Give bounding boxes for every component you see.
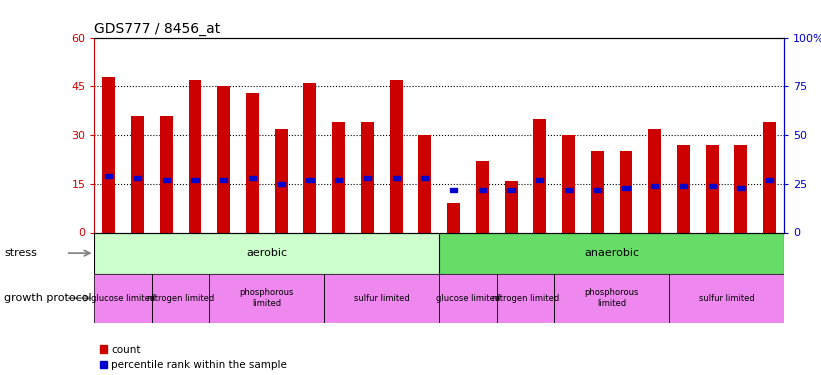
Bar <box>669 274 784 322</box>
Bar <box>160 116 172 232</box>
Bar <box>497 274 554 322</box>
Bar <box>649 129 661 232</box>
Text: aerobic: aerobic <box>246 248 287 258</box>
Bar <box>554 274 669 322</box>
Bar <box>651 184 658 188</box>
Text: stress: stress <box>4 248 37 258</box>
Text: nitrogen limited: nitrogen limited <box>147 294 214 303</box>
Bar <box>620 151 632 232</box>
Bar <box>249 176 256 180</box>
Text: growth protocol: growth protocol <box>4 293 92 303</box>
Bar <box>439 274 497 322</box>
Bar <box>565 188 572 192</box>
Text: phosphorous
limited: phosphorous limited <box>240 288 294 308</box>
Bar <box>361 122 374 232</box>
Bar <box>764 122 776 232</box>
Bar <box>209 274 324 322</box>
Bar <box>439 274 497 322</box>
Bar <box>534 119 546 232</box>
Text: anaerobic: anaerobic <box>584 248 640 258</box>
Bar <box>209 274 324 322</box>
Bar <box>275 129 287 232</box>
Bar <box>669 274 784 322</box>
Bar <box>594 188 601 192</box>
Bar <box>536 178 544 182</box>
Text: phosphorous
limited: phosphorous limited <box>585 288 639 308</box>
Text: glucose limited: glucose limited <box>91 294 155 303</box>
Bar <box>709 184 716 188</box>
Bar <box>737 186 745 190</box>
Bar <box>152 274 209 322</box>
Bar <box>152 274 209 322</box>
Bar <box>220 178 227 182</box>
Bar <box>335 178 342 182</box>
Bar <box>94 274 152 322</box>
Bar <box>476 161 488 232</box>
Bar <box>94 232 439 274</box>
Text: GDS777 / 8456_at: GDS777 / 8456_at <box>94 22 221 36</box>
Bar <box>419 135 431 232</box>
Bar <box>421 176 429 180</box>
Legend: count, percentile rank within the sample: count, percentile rank within the sample <box>99 345 287 370</box>
Bar <box>189 80 201 232</box>
Bar <box>447 203 460 232</box>
Bar <box>94 274 152 322</box>
Text: nitrogen limited: nitrogen limited <box>492 294 559 303</box>
Bar <box>479 188 486 192</box>
Bar <box>505 180 517 232</box>
Bar <box>103 76 115 232</box>
Bar <box>390 80 402 232</box>
Bar <box>333 122 345 232</box>
Bar <box>324 274 439 322</box>
Bar <box>218 86 230 232</box>
Text: glucose limited: glucose limited <box>436 294 500 303</box>
Bar <box>735 145 747 232</box>
Bar <box>680 184 687 188</box>
Bar <box>134 176 141 180</box>
Bar <box>392 176 400 180</box>
Bar <box>246 93 259 232</box>
Bar <box>562 135 575 232</box>
Text: sulfur limited: sulfur limited <box>699 294 754 303</box>
Bar <box>507 188 515 192</box>
Bar <box>497 274 554 322</box>
Bar <box>324 274 439 322</box>
Bar <box>450 188 457 192</box>
Bar <box>706 145 718 232</box>
Bar <box>191 178 199 182</box>
Bar <box>306 178 314 182</box>
Bar <box>304 83 316 232</box>
Bar <box>163 178 170 182</box>
Bar <box>277 182 285 186</box>
Bar <box>554 274 669 322</box>
Bar <box>622 186 630 190</box>
Bar <box>364 176 371 180</box>
Bar <box>105 174 112 178</box>
Bar <box>439 232 784 274</box>
Bar <box>766 178 773 182</box>
Bar <box>677 145 690 232</box>
Text: sulfur limited: sulfur limited <box>354 294 410 303</box>
Bar <box>131 116 144 232</box>
Bar <box>591 151 603 232</box>
